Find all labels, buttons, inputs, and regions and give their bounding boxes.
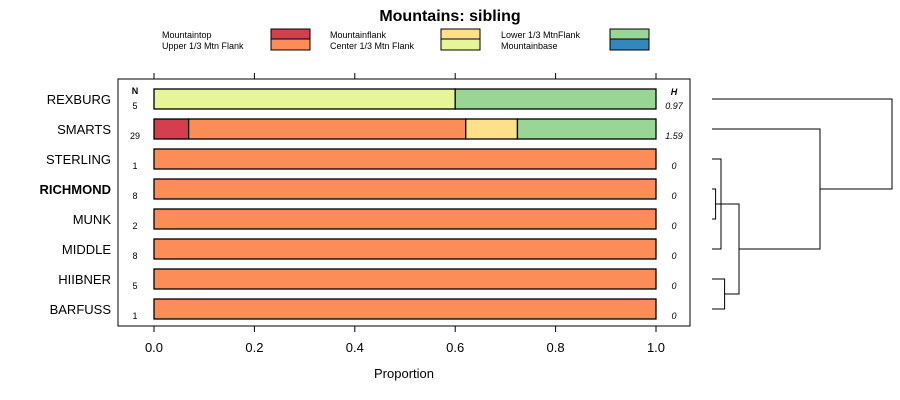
row-h-value: 0	[671, 311, 676, 321]
row-n-value: 8	[132, 191, 137, 201]
row-label: MUNK	[73, 212, 112, 227]
bar-segment-center-1-3-mtn-flank	[153, 88, 456, 110]
x-tick-label: 0.2	[245, 340, 263, 355]
bar-segment-lower-1-3-mtnflank	[516, 118, 657, 140]
bar-segment-upper-1-3-mtn-flank	[153, 238, 657, 260]
bar-row-sterling: STERLING 1 0	[46, 148, 677, 171]
row-label: RICHMOND	[40, 182, 112, 197]
row-label: REXBURG	[47, 92, 111, 107]
x-tick-label: 0.0	[145, 340, 163, 355]
bar-row-middle: MIDDLE 8 0	[62, 238, 677, 261]
row-h-value: 0	[671, 251, 676, 261]
legend-swatch-lower-1-3-mtnflank	[609, 28, 650, 41]
bar-segment-upper-1-3-mtn-flank	[153, 268, 657, 290]
chart-title: Mountains: sibling	[379, 8, 520, 25]
row-h-value: 0.97	[665, 101, 684, 111]
row-n-value: 1	[132, 311, 137, 321]
row-n-value: 29	[130, 131, 140, 141]
legend-label-lower-1-3-mtnflank: Lower 1/3 MtnFlank	[501, 30, 581, 40]
legend-label-center-1-3-mtn-flank: Center 1/3 Mtn Flank	[330, 41, 415, 51]
bar-row-richmond: RICHMOND 8 0	[40, 178, 677, 201]
legend-swatch-center-1-3-mtn-flank	[440, 38, 481, 51]
n-column-header: N	[132, 86, 139, 96]
bar-segment-upper-1-3-mtn-flank	[153, 148, 657, 170]
bar-row-barfuss: BARFUSS 1 0	[50, 298, 677, 321]
row-h-value: 0	[671, 161, 676, 171]
bar-segment-upper-1-3-mtn-flank	[153, 208, 657, 230]
x-tick-label: 1.0	[647, 340, 665, 355]
bar-segment-mountaintop	[153, 118, 190, 140]
x-tick-label: 0.6	[446, 340, 464, 355]
row-n-value: 5	[132, 101, 137, 111]
bar-segment-upper-1-3-mtn-flank	[187, 118, 467, 140]
x-tick-label: 0.8	[547, 340, 565, 355]
row-label: STERLING	[46, 152, 111, 167]
row-h-value: 0	[671, 221, 676, 231]
legend-swatch-mountainbase	[609, 38, 650, 51]
legend-label-upper-1-3-mtn-flank: Upper 1/3 Mtn Flank	[162, 41, 244, 51]
row-n-value: 1	[132, 161, 137, 171]
row-h-value: 1.59	[665, 131, 683, 141]
row-n-value: 2	[132, 221, 137, 231]
bar-row-rexburg: REXBURG 5 0.97	[47, 88, 684, 111]
dendrogram-link	[712, 98, 893, 190]
bar-segment-mountainflank	[465, 118, 519, 140]
legend-swatch-mountainflank	[440, 28, 481, 41]
row-n-value: 5	[132, 281, 137, 291]
row-label: HIIBNER	[58, 272, 111, 287]
legend-swatch-mountaintop	[270, 28, 311, 41]
h-column-header: H	[671, 87, 678, 97]
row-n-value: 8	[132, 251, 137, 261]
bar-row-hiibner: HIIBNER 5 0	[58, 268, 677, 291]
x-axis-label: Proportion	[374, 366, 434, 381]
row-label: MIDDLE	[62, 242, 111, 257]
bar-segment-upper-1-3-mtn-flank	[153, 178, 657, 200]
x-tick-label: 0.4	[346, 340, 364, 355]
legend-label-mountainbase: Mountainbase	[501, 41, 558, 51]
bar-segment-lower-1-3-mtnflank	[454, 88, 657, 110]
row-label: BARFUSS	[50, 302, 112, 317]
bar-row-smarts: SMARTS 29 1.59	[57, 118, 683, 141]
legend-label-mountainflank: Mountainflank	[330, 30, 387, 40]
plot-frame	[117, 78, 691, 327]
bar-row-munk: MUNK 2 0	[73, 208, 677, 231]
x-axis: 0.0 0.2 0.4 0.6 0.8 1.0	[145, 73, 665, 355]
legend-label-mountaintop: Mountaintop	[162, 30, 212, 40]
bar-segment-upper-1-3-mtn-flank	[153, 298, 657, 320]
legend-swatch-upper-1-3-mtn-flank	[270, 38, 311, 51]
row-h-value: 0	[671, 281, 676, 291]
row-h-value: 0	[671, 191, 676, 201]
row-label: SMARTS	[57, 122, 111, 137]
dendrogram	[712, 98, 893, 310]
